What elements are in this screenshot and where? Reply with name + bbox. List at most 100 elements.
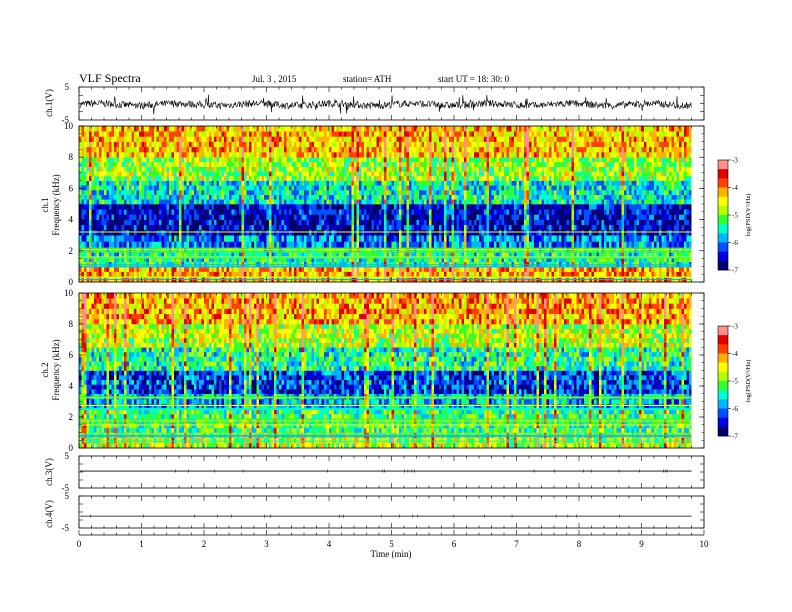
spectrogram-cell bbox=[434, 136, 437, 142]
spectrogram-cell bbox=[184, 261, 187, 267]
spectrogram-cell bbox=[221, 194, 225, 200]
spectrogram-cell bbox=[269, 146, 272, 153]
spectrogram-cell bbox=[86, 219, 90, 226]
spectrogram-cell bbox=[159, 252, 162, 258]
spectrogram-cell bbox=[126, 175, 130, 181]
spectrogram-cell bbox=[454, 175, 457, 181]
spectrogram-cell bbox=[229, 209, 232, 215]
spectrogram-cell bbox=[326, 199, 330, 205]
spectrogram-cell bbox=[441, 166, 445, 172]
spectrogram-cell bbox=[194, 199, 197, 205]
spectrogram-cell bbox=[234, 175, 237, 181]
spectrogram-cell bbox=[361, 224, 365, 231]
spectrogram-cell bbox=[81, 219, 85, 226]
spectrogram-cell bbox=[314, 199, 317, 205]
spectrogram-cell bbox=[399, 261, 402, 267]
spectrogram-cell bbox=[439, 146, 442, 153]
spectrogram-cell bbox=[399, 190, 402, 195]
spectrogram-cell bbox=[151, 209, 155, 215]
spectrogram-cell bbox=[369, 180, 372, 186]
spectrogram-cell bbox=[174, 219, 177, 226]
spectrogram-cell bbox=[379, 199, 382, 205]
spectrogram-cell bbox=[224, 219, 227, 226]
spectrogram-cell bbox=[371, 190, 375, 195]
spectrogram-cell bbox=[234, 136, 237, 142]
spectrogram-cell bbox=[131, 241, 135, 248]
spectrogram-cell bbox=[144, 185, 147, 191]
spectrogram-cell bbox=[384, 180, 387, 186]
spectrogram-cell bbox=[81, 224, 85, 231]
spectrogram-cell bbox=[101, 131, 105, 137]
spectrogram-cell bbox=[136, 271, 140, 278]
spectrogram-cell bbox=[269, 157, 272, 163]
spectrogram-cell bbox=[271, 230, 275, 236]
spectrogram-cell bbox=[189, 199, 192, 205]
spectrogram-cell bbox=[379, 166, 382, 172]
spectrogram-cell bbox=[181, 252, 185, 258]
spectrogram-cell bbox=[406, 185, 410, 191]
spectrogram-cell bbox=[401, 257, 405, 262]
spectrogram-cell bbox=[86, 224, 90, 231]
spectrogram-cell bbox=[251, 266, 255, 272]
spectrogram-cell bbox=[96, 214, 100, 220]
spectrogram-cell bbox=[116, 185, 120, 191]
spectrogram-cell bbox=[436, 199, 440, 205]
spectrogram-cell bbox=[246, 166, 250, 172]
spectrogram-cell bbox=[364, 152, 367, 158]
spectrogram-cell bbox=[459, 199, 462, 205]
spectrogram-cell bbox=[161, 171, 165, 177]
spectrogram-cell bbox=[269, 194, 272, 200]
spectrogram-cell bbox=[229, 161, 232, 167]
spectrogram-cell bbox=[139, 235, 142, 242]
spectrogram-cell bbox=[156, 257, 160, 262]
spectrogram-cell bbox=[246, 214, 250, 220]
spectrogram-cell bbox=[84, 261, 87, 267]
spectrogram-cell bbox=[274, 252, 277, 258]
spectrogram-cell bbox=[176, 136, 180, 142]
spectrogram-cell bbox=[86, 235, 90, 242]
spectrogram-cell bbox=[331, 261, 335, 267]
spectrogram-cell bbox=[164, 126, 167, 132]
spectrogram-cell bbox=[134, 230, 137, 236]
spectrogram-cell bbox=[336, 171, 340, 177]
spectrogram-cell bbox=[99, 252, 102, 258]
spectrogram-cell bbox=[291, 261, 295, 267]
spectrogram-cell bbox=[174, 152, 177, 158]
spectrogram-cell bbox=[126, 146, 130, 153]
spectrogram-cell bbox=[451, 199, 455, 205]
spectrogram-cell bbox=[319, 271, 322, 278]
spectrogram-cell bbox=[221, 175, 225, 181]
spectrogram-cell bbox=[236, 180, 240, 186]
spectrogram-cell bbox=[239, 175, 242, 181]
spectrogram-cell bbox=[151, 266, 155, 272]
spectrogram-cell bbox=[394, 126, 397, 132]
spectrogram-cell bbox=[346, 175, 350, 181]
spectrogram-cell bbox=[139, 141, 142, 148]
spectrogram-cell bbox=[296, 271, 300, 278]
spectrogram-cell bbox=[176, 152, 180, 158]
spectrogram-cell bbox=[451, 219, 455, 226]
spectrogram-cell bbox=[366, 152, 370, 158]
start-time-label: start UT = 18: 30: 0 bbox=[438, 74, 510, 84]
spectrogram-cell bbox=[274, 141, 277, 148]
spectrogram-cell bbox=[336, 230, 340, 236]
spectrogram-cell bbox=[156, 241, 160, 248]
spectrogram-cell bbox=[441, 157, 445, 163]
spectrogram-cell bbox=[431, 271, 435, 278]
spectrogram-cell bbox=[261, 175, 265, 181]
spectrogram-cell bbox=[224, 235, 227, 242]
spectrogram-cell bbox=[151, 194, 155, 200]
spectrogram-cell bbox=[454, 166, 457, 172]
spectrogram-cell bbox=[416, 257, 420, 262]
spectrogram-cell bbox=[99, 209, 102, 215]
spectrogram-cell bbox=[444, 161, 447, 167]
spectrogram-cell bbox=[354, 180, 357, 186]
spectrogram-cell bbox=[174, 190, 177, 195]
spectrogram-cell bbox=[426, 204, 430, 210]
spectrogram-cell bbox=[364, 241, 367, 248]
spectrogram-cell bbox=[414, 161, 417, 167]
spectrogram-cell bbox=[379, 175, 382, 181]
spectrogram-cell bbox=[211, 199, 215, 205]
spectrogram-cell bbox=[334, 146, 337, 153]
spectrogram-cell bbox=[154, 146, 157, 153]
